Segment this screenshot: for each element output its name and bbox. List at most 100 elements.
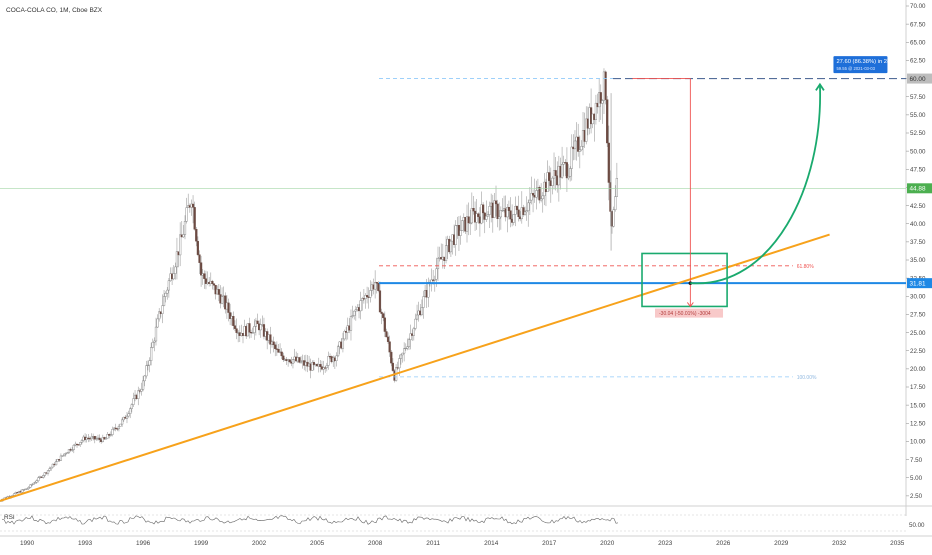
candle-up — [61, 455, 64, 457]
candle-up — [72, 444, 75, 450]
candle-up — [50, 466, 53, 469]
candle-up — [359, 300, 362, 312]
candle-down — [232, 316, 235, 326]
candle-up — [433, 279, 436, 281]
candle-down — [496, 203, 499, 219]
candle-up — [404, 347, 407, 350]
projection-arrowhead — [815, 82, 825, 91]
candle-down — [298, 357, 301, 363]
price-tick-label: 7.50 — [910, 457, 923, 464]
candle-up — [361, 298, 364, 301]
candle-up — [161, 305, 164, 314]
price-tick-label: 10.00 — [910, 439, 926, 446]
candle-up — [129, 408, 132, 415]
candle-up — [422, 296, 425, 308]
candle-up — [34, 482, 37, 484]
candle-up — [343, 331, 346, 340]
price-axis[interactable]: 70.00 67.50 65.00 62.50 60.00 57.50 55.00 52.50… — [905, 0, 926, 516]
current-price-label: 44.88 — [910, 186, 926, 193]
candle-up — [414, 318, 417, 329]
candle-up — [80, 440, 83, 443]
candle-up — [162, 296, 166, 306]
candle-up — [530, 193, 533, 201]
candle-up — [182, 234, 185, 238]
time-axis[interactable]: 1990 1993 1996 1999 2002 2005 2008 2011 2014 2017… — [0, 535, 932, 547]
candle-up — [35, 480, 38, 483]
candle-up — [146, 364, 150, 366]
candle-down — [196, 240, 199, 255]
candle-down — [211, 280, 214, 285]
candle-up — [614, 196, 617, 211]
candle-down — [198, 254, 201, 263]
candle-up — [154, 326, 158, 342]
price-tick-label: 20.00 — [910, 366, 926, 373]
candle-up — [406, 346, 409, 349]
candle-up — [459, 230, 462, 236]
candle-up — [54, 461, 58, 466]
candle-up — [569, 168, 572, 177]
candle-down — [554, 170, 557, 176]
price-tick-label: 25.00 — [910, 330, 926, 337]
candle-up — [48, 468, 51, 471]
price-tick-label: 47.50 — [910, 166, 926, 173]
candle-up — [412, 328, 415, 336]
overlays[interactable]: 44.88 60.00 61.80% 100.00% 31.81 -30.04 (-50.… — [0, 56, 932, 502]
candle-up — [409, 333, 412, 340]
candle-up — [585, 118, 588, 142]
measure-down-badge — [655, 308, 724, 318]
candle-up — [158, 311, 161, 320]
candle-down — [204, 278, 208, 284]
candle-up — [325, 365, 328, 368]
candle-down — [93, 436, 96, 440]
candle-down — [324, 367, 327, 369]
candle-up — [21, 489, 24, 493]
candle-up — [179, 234, 182, 256]
projection-arc[interactable] — [690, 84, 821, 285]
candle-up — [475, 213, 478, 223]
candle-up — [353, 310, 356, 316]
price-tick-label: 30.00 — [910, 293, 926, 300]
candle-up — [415, 314, 419, 320]
candle-down — [212, 283, 216, 286]
price-tick-label: 37.50 — [910, 239, 926, 246]
candle-down — [288, 359, 291, 363]
candle-up — [43, 472, 46, 476]
trendline[interactable] — [0, 233, 830, 502]
candle-up — [327, 356, 330, 366]
price-tick-label: 52.50 — [910, 130, 926, 137]
measure-down-label: -30.04 (-50.01%) -3004 — [659, 311, 711, 317]
candle-up — [601, 100, 604, 104]
time-tick-label: 2035 — [890, 540, 905, 547]
candle-down — [274, 344, 277, 350]
candle-down — [477, 213, 480, 217]
candle-down — [227, 302, 230, 313]
price-tick-label: 40.00 — [910, 221, 926, 228]
candle-down — [599, 92, 602, 104]
candle-up — [470, 208, 473, 224]
candle-down — [217, 289, 220, 295]
candle-up — [541, 195, 544, 200]
time-tick-label: 2023 — [658, 540, 673, 547]
buy-zone-box[interactable] — [641, 252, 728, 308]
candle-up — [535, 190, 538, 198]
candle-up — [540, 198, 543, 201]
top-badge — [907, 73, 932, 84]
time-tick-label: 2014 — [484, 540, 499, 547]
candle-up — [469, 222, 472, 224]
candle-up — [354, 309, 357, 312]
price-tick-label: 27.50 — [910, 312, 926, 319]
candle-up — [79, 442, 82, 445]
candle-up — [90, 436, 93, 439]
candle-down — [386, 336, 390, 342]
price-tick-label: 5.00 — [910, 475, 923, 482]
candle-down — [390, 351, 393, 364]
candle-up — [51, 463, 54, 468]
price-tick-label: 2.50 — [910, 493, 923, 500]
time-tick-label: 2026 — [716, 540, 731, 547]
time-tick-label: 2017 — [542, 540, 557, 547]
candle-up — [499, 210, 502, 218]
candle-down — [383, 317, 386, 332]
candle-up — [156, 318, 159, 328]
